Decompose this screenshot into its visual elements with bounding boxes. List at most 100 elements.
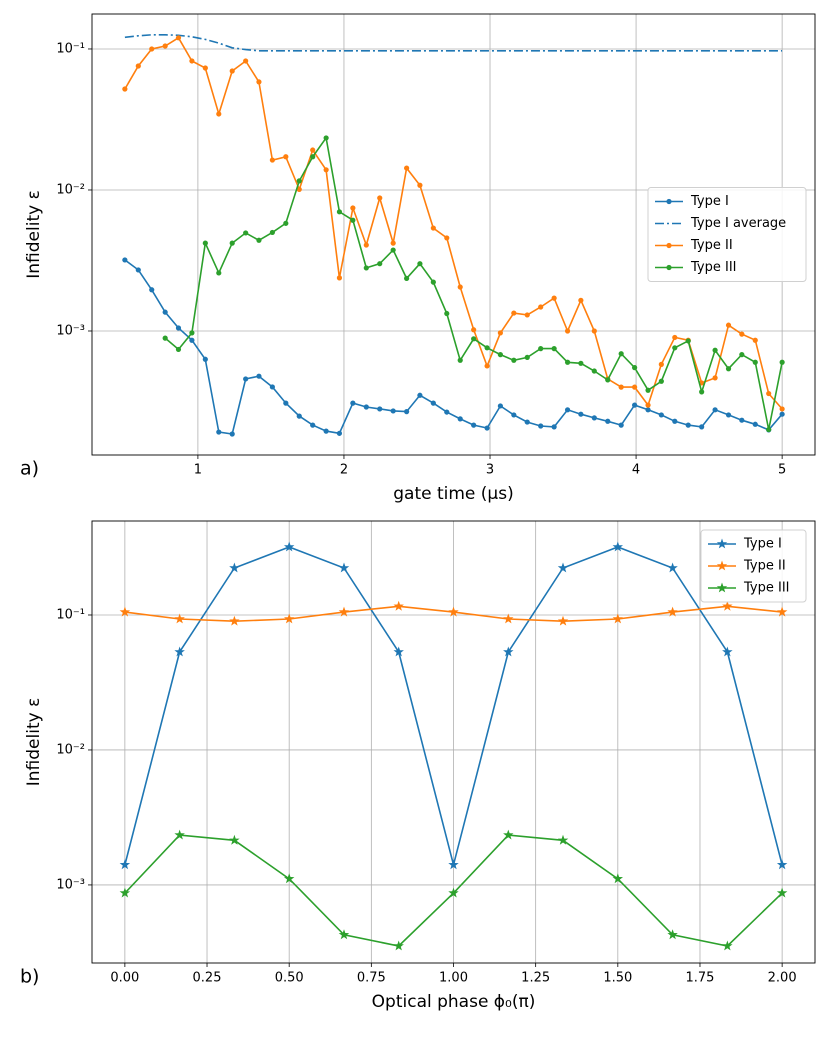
marker xyxy=(752,421,758,427)
marker xyxy=(557,562,569,573)
marker xyxy=(393,940,404,951)
marker xyxy=(618,351,624,357)
legend-label: Type II xyxy=(690,238,733,253)
marker xyxy=(363,265,369,271)
x-tick-label: 4 xyxy=(632,463,640,478)
x-tick-label: 1.75 xyxy=(686,971,715,986)
marker xyxy=(725,412,732,418)
marker xyxy=(605,377,611,383)
marker xyxy=(310,147,316,153)
marker xyxy=(338,929,350,940)
marker xyxy=(393,646,404,657)
marker xyxy=(283,220,289,226)
marker xyxy=(591,415,597,421)
marker xyxy=(779,411,785,417)
marker xyxy=(564,407,571,413)
marker xyxy=(752,359,758,365)
legend-label: Type III xyxy=(743,581,790,596)
marker xyxy=(739,331,745,337)
marker xyxy=(578,411,584,417)
marker xyxy=(551,346,557,352)
marker xyxy=(189,337,195,343)
marker xyxy=(256,79,262,85)
marker xyxy=(672,418,678,424)
marker xyxy=(776,887,788,898)
marker xyxy=(722,940,733,951)
marker xyxy=(722,646,733,657)
marker xyxy=(699,424,705,430)
marker xyxy=(658,378,664,384)
legend-label: Type I average xyxy=(690,216,786,231)
marker xyxy=(497,330,503,336)
marker xyxy=(350,217,356,223)
marker xyxy=(390,240,396,246)
marker xyxy=(430,279,436,285)
marker xyxy=(658,412,664,418)
marker xyxy=(497,352,503,358)
marker xyxy=(457,416,463,422)
marker xyxy=(243,230,249,236)
marker xyxy=(444,409,450,415)
series-line xyxy=(124,259,783,435)
marker xyxy=(564,359,571,365)
marker xyxy=(766,390,772,397)
marker xyxy=(229,431,235,437)
legend-label: Type III xyxy=(690,260,737,275)
y-axis-label: Infidelity ε xyxy=(24,190,44,279)
marker xyxy=(503,613,514,624)
y-tick-label: 10⁻³ xyxy=(56,877,85,892)
marker xyxy=(645,407,651,413)
marker xyxy=(135,267,141,273)
marker xyxy=(175,346,182,353)
marker xyxy=(336,430,343,436)
marker xyxy=(632,384,638,390)
marker xyxy=(457,284,463,290)
marker xyxy=(202,356,208,362)
series-line xyxy=(124,34,783,52)
marker xyxy=(551,295,557,301)
x-tick-label: 1 xyxy=(194,463,202,478)
marker xyxy=(296,186,302,192)
marker xyxy=(119,859,131,870)
marker xyxy=(119,606,131,617)
marker xyxy=(557,615,569,626)
marker xyxy=(377,195,383,201)
marker xyxy=(538,423,544,429)
marker xyxy=(162,43,168,49)
y-tick-label: 10⁻³ xyxy=(56,323,85,338)
marker xyxy=(511,412,517,418)
marker xyxy=(448,887,459,898)
marker xyxy=(685,338,691,344)
marker xyxy=(417,392,423,398)
marker xyxy=(605,418,611,424)
marker xyxy=(404,409,410,415)
marker xyxy=(484,425,490,431)
marker xyxy=(390,408,396,414)
marker xyxy=(551,424,557,430)
marker xyxy=(269,384,275,390)
legend-marker xyxy=(716,538,728,549)
marker xyxy=(338,562,350,573)
axes-frame xyxy=(91,13,816,456)
marker xyxy=(430,400,436,406)
marker xyxy=(725,322,732,328)
marker xyxy=(618,422,624,428)
legend-marker xyxy=(666,242,672,249)
marker xyxy=(174,829,185,840)
x-tick-label: 1.50 xyxy=(603,971,632,986)
legend-marker xyxy=(716,582,728,593)
marker xyxy=(779,359,785,365)
marker xyxy=(174,646,185,657)
marker xyxy=(393,600,404,611)
marker xyxy=(323,135,329,141)
y-axis-label: Infidelity ε xyxy=(24,698,44,787)
marker xyxy=(229,562,240,573)
marker xyxy=(725,366,732,372)
marker xyxy=(776,859,788,870)
marker xyxy=(524,419,530,425)
marker xyxy=(243,58,249,64)
marker xyxy=(618,384,624,390)
marker xyxy=(377,406,383,412)
marker xyxy=(135,63,141,69)
